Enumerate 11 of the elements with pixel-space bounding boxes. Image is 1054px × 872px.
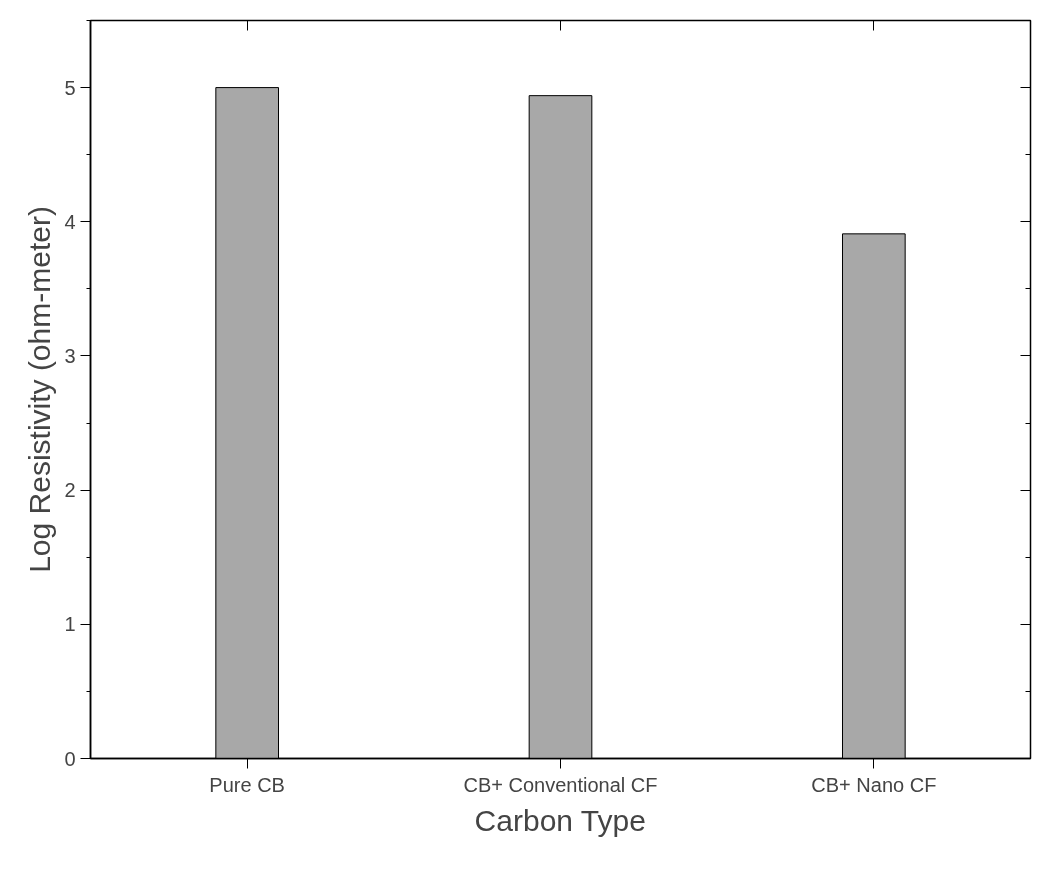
- x-tick-label: Pure CB: [209, 773, 285, 796]
- y-tick-label: 0: [64, 747, 76, 770]
- y-tick-label: 3: [64, 344, 76, 367]
- y-tick-label: 4: [64, 210, 76, 233]
- y-tick-label: 5: [64, 76, 76, 99]
- x-axis-title: Carbon Type: [474, 803, 646, 837]
- y-axis-title: Log Resistivity (ohm-meter): [23, 206, 57, 573]
- y-tick-label: 1: [64, 613, 76, 636]
- y-tick-label: 2: [64, 479, 76, 502]
- x-tick-label: CB+ Conventional CF: [463, 773, 658, 796]
- x-tick-label: CB+ Nano CF: [811, 773, 937, 796]
